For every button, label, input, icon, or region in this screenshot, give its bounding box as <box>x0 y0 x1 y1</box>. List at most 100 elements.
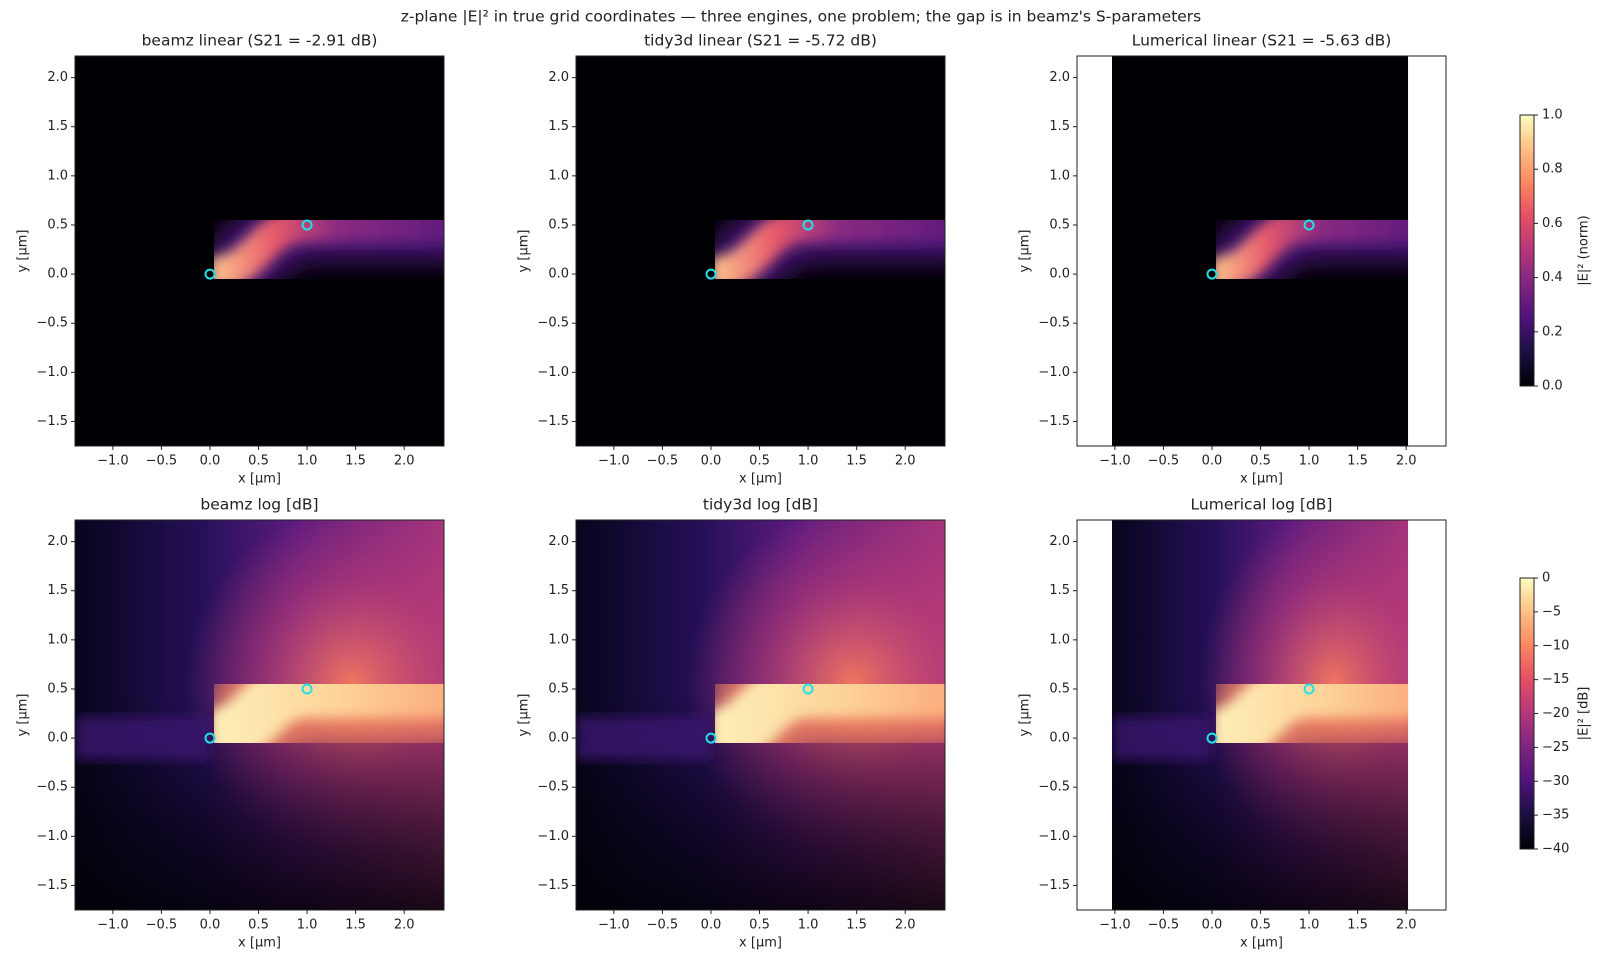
x-tick-label: 2.0 <box>394 918 415 933</box>
port-marker <box>705 268 717 280</box>
port-marker <box>204 732 216 744</box>
y-tick-label: 0.5 <box>1049 681 1070 696</box>
x-tick-label: 0.5 <box>749 454 770 469</box>
y-tick-label: −1.0 <box>36 365 68 380</box>
axes-frame <box>74 55 445 447</box>
x-tick-label: 1.0 <box>1299 918 1320 933</box>
y-tick-label: 1.5 <box>548 583 569 598</box>
panel-title: beamz log [dB] <box>200 496 318 514</box>
colorbar-tick-label: −15 <box>1542 672 1569 687</box>
y-tick-label: −0.5 <box>1038 316 1070 331</box>
x-tick-label: 1.5 <box>345 918 366 933</box>
x-tick-label: −1.0 <box>1099 918 1131 933</box>
port-marker <box>1303 683 1315 695</box>
panel-title: Lumerical linear (S21 = -5.63 dB) <box>1132 32 1392 50</box>
colorbar-tick-label: −25 <box>1542 740 1569 755</box>
field-core <box>213 207 444 291</box>
colorbar-tick-label: 0.8 <box>1542 162 1563 177</box>
x-tick-label: 0.0 <box>1202 918 1223 933</box>
x-tick-label: 2.0 <box>1396 454 1417 469</box>
x-tick-label: 1.5 <box>846 918 867 933</box>
colorbar-tick-label: 0.4 <box>1542 270 1563 285</box>
colorbar-tick-label: 0.0 <box>1542 379 1563 394</box>
colorbar-tick-label: −10 <box>1542 638 1569 653</box>
field-band <box>213 633 444 793</box>
y-tick-label: 0.5 <box>548 681 569 696</box>
x-tick-label: −0.5 <box>647 454 679 469</box>
x-axis-label: x [µm] <box>739 936 782 951</box>
y-tick-label: 1.0 <box>47 632 68 647</box>
port-marker <box>1206 732 1218 744</box>
y-tick-label: −1.5 <box>1038 878 1070 893</box>
colorbar-tick-label: −5 <box>1542 604 1561 619</box>
y-tick-label: −1.0 <box>537 365 569 380</box>
port-marker <box>1206 268 1218 280</box>
x-tick-label: 1.5 <box>1347 454 1368 469</box>
colorbar-scale <box>1519 577 1535 850</box>
y-tick-label: −1.0 <box>1038 829 1070 844</box>
y-tick-label: −1.5 <box>36 414 68 429</box>
x-tick-label: −0.5 <box>146 454 178 469</box>
y-tick-label: 2.0 <box>47 70 68 85</box>
x-tick-label: 0.5 <box>749 918 770 933</box>
field-band <box>714 189 945 309</box>
field-port-region <box>75 716 210 761</box>
x-tick-label: 0.0 <box>1202 454 1223 469</box>
port-marker <box>1303 219 1315 231</box>
field-core <box>213 659 444 767</box>
field-core <box>714 207 945 291</box>
x-tick-label: −0.5 <box>1148 918 1180 933</box>
y-tick-label: 0.0 <box>548 267 569 282</box>
y-tick-label: −0.5 <box>36 780 68 795</box>
heatmap-image <box>1111 56 1409 446</box>
y-tick-label: 0.0 <box>47 731 68 746</box>
axes-frame <box>1076 519 1447 911</box>
y-tick-label: −0.5 <box>36 316 68 331</box>
field-band <box>213 189 444 309</box>
y-tick-label: 0.5 <box>1049 217 1070 232</box>
panel-title: tidy3d log [dB] <box>703 496 818 514</box>
field-band <box>714 633 945 793</box>
field-core <box>714 659 945 767</box>
x-axis-label: x [µm] <box>238 936 281 951</box>
y-tick-label: 0.5 <box>548 217 569 232</box>
x-tick-label: 1.0 <box>798 454 819 469</box>
y-tick-label: 0.0 <box>47 267 68 282</box>
field-band <box>1215 189 1409 309</box>
port-marker <box>802 219 814 231</box>
x-tick-label: 2.0 <box>1396 918 1417 933</box>
colorbar-tick-label: −40 <box>1542 842 1569 857</box>
y-tick-label: 2.0 <box>548 534 569 549</box>
y-tick-label: 1.0 <box>1049 632 1070 647</box>
colorbar-tick-label: 0.2 <box>1542 324 1563 339</box>
colorbar-tick-label: −20 <box>1542 706 1569 721</box>
y-tick-label: −0.5 <box>537 780 569 795</box>
y-tick-label: −1.0 <box>36 829 68 844</box>
x-axis-label: x [µm] <box>739 472 782 487</box>
heatmap-image <box>576 56 945 446</box>
y-tick-label: 2.0 <box>1049 534 1070 549</box>
x-tick-label: 0.5 <box>248 454 269 469</box>
y-tick-label: 1.0 <box>548 632 569 647</box>
y-tick-label: 2.0 <box>548 70 569 85</box>
y-tick-label: 1.5 <box>548 119 569 134</box>
x-axis-label: x [µm] <box>238 472 281 487</box>
y-tick-label: 1.5 <box>1049 583 1070 598</box>
y-tick-label: −1.0 <box>537 829 569 844</box>
x-tick-label: 0.5 <box>248 918 269 933</box>
x-tick-label: 0.0 <box>701 918 722 933</box>
x-axis-label: x [µm] <box>1240 936 1283 951</box>
heatmap-image <box>75 56 444 446</box>
y-tick-label: −1.5 <box>537 414 569 429</box>
colorbar-tick-label: −30 <box>1542 774 1569 789</box>
x-tick-label: 1.5 <box>1347 918 1368 933</box>
heatmap-image <box>75 520 444 910</box>
x-tick-label: −1.0 <box>598 454 630 469</box>
panel-title: tidy3d linear (S21 = -5.72 dB) <box>644 32 877 50</box>
field-band <box>1215 633 1409 793</box>
x-tick-label: −0.5 <box>146 918 178 933</box>
x-tick-label: 0.5 <box>1250 918 1271 933</box>
panel-title: beamz linear (S21 = -2.91 dB) <box>142 32 378 50</box>
